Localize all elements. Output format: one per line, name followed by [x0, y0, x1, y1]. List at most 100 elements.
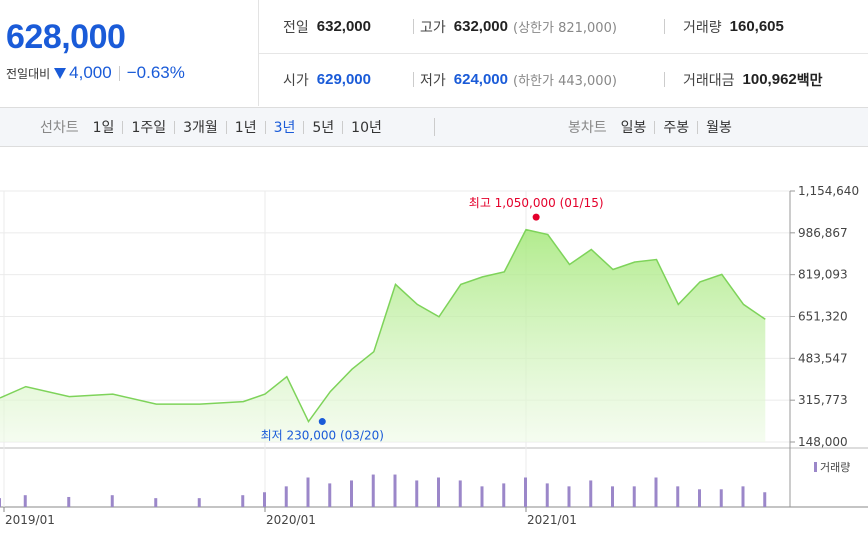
stat-open: 시가 629,000	[283, 53, 371, 106]
period-monthly[interactable]: 월봉	[706, 120, 732, 136]
candle-chart-label: 봉차트	[568, 120, 607, 136]
price-box: 628,000 전일대비 4,000 −0.63%	[0, 0, 259, 106]
stats-grid: 전일 632,000 고가 632,000 (상한가 821,000) 거래량 …	[259, 0, 868, 106]
volume-bar	[263, 492, 266, 507]
x-axis: 2019/01 2020/01 2021/01	[3, 507, 577, 527]
volume-bar	[110, 495, 114, 507]
change-label: 전일대비	[6, 66, 51, 81]
price-area	[0, 229, 766, 442]
divider	[342, 120, 344, 134]
divider	[122, 120, 124, 134]
y-tick-label: 651,320	[798, 310, 848, 324]
volume-bar	[154, 498, 158, 507]
divider	[413, 72, 414, 87]
change-row: 전일대비 4,000 −0.63%	[6, 63, 185, 83]
stat-unit: 백만	[796, 72, 823, 89]
change-value: 4,000	[69, 63, 112, 82]
change-percent: −0.63%	[126, 63, 185, 82]
volume-bar	[524, 477, 527, 507]
volume-bar	[698, 489, 701, 507]
stat-low: 저가 624,000 (하한가 443,000)	[420, 53, 617, 106]
candle-chart-periods: 봉차트 일봉 주봉 월봉	[568, 108, 732, 146]
volume-bar	[241, 495, 245, 507]
volume-bar	[458, 480, 462, 507]
volume-legend-label: 거래량	[820, 461, 850, 474]
y-tick-label: 819,093	[798, 268, 848, 282]
divider	[654, 120, 656, 134]
volume-bar	[589, 480, 593, 507]
period-10y[interactable]: 10년	[351, 120, 382, 136]
period-1y[interactable]: 1년	[234, 120, 257, 136]
period-5y[interactable]: 5년	[312, 120, 335, 136]
period-weekly[interactable]: 주봉	[663, 120, 690, 136]
y-tick-label: 483,547	[798, 351, 848, 365]
x-tick-label: 2020/01	[266, 513, 316, 527]
stat-value: 160,605	[729, 18, 784, 35]
y-axis: 1,154,640 986,867 819,093 651,320 483,547 315…	[789, 184, 859, 507]
y-tick-label: 315,773	[798, 393, 848, 407]
period-3m[interactable]: 3개월	[183, 120, 218, 136]
stat-prev: 전일 632,000	[283, 0, 371, 53]
stat-high: 고가 632,000 (상한가 821,000)	[420, 0, 617, 53]
stat-value: 100,962	[742, 71, 797, 88]
volume-bar	[741, 486, 745, 507]
x-tick-label: 2021/01	[527, 513, 577, 527]
price-chart: 1,154,640 986,867 819,093 651,320 483,547 315…	[0, 184, 868, 527]
divider	[303, 120, 305, 134]
stat-volume: 거래량 160,605	[683, 0, 784, 53]
stat-amount: 거래대금 100,962 백만	[683, 53, 823, 106]
volume-bar	[0, 498, 1, 507]
divider	[697, 120, 699, 134]
y-tick-label: 148,000	[798, 435, 848, 449]
volume-bar	[67, 496, 71, 507]
stat-value: 629,000	[316, 71, 371, 88]
stat-label: 거래량	[683, 19, 722, 36]
volume-bar	[23, 495, 27, 507]
volume-bar	[415, 480, 419, 507]
volume-bar	[371, 474, 375, 507]
stat-label: 시가	[283, 72, 309, 89]
volume-bar	[545, 483, 549, 507]
down-triangle-icon	[54, 67, 67, 79]
volume-bar	[328, 483, 332, 507]
volume-legend-swatch	[814, 462, 817, 472]
low-label: 최저 230,000 (03/20)	[261, 429, 384, 443]
stat-label: 거래대금	[683, 72, 735, 89]
upper-limit: (상한가 821,000)	[513, 21, 617, 36]
volume-bar	[632, 486, 636, 507]
volume-bar	[350, 480, 353, 507]
volume-bar	[567, 486, 571, 507]
divider	[118, 65, 120, 81]
period-1w[interactable]: 1주일	[131, 120, 167, 136]
y-tick-label: 1,154,640	[798, 184, 859, 198]
divider	[413, 19, 414, 34]
y-tick-label: 986,867	[798, 226, 848, 240]
volume-bar	[393, 474, 397, 507]
volume-bar	[306, 477, 310, 507]
divider	[264, 120, 266, 134]
volume-bar	[284, 486, 288, 507]
x-tick-label: 2019/01	[5, 513, 55, 527]
volume-bar	[654, 477, 658, 507]
volume-bar	[676, 486, 680, 507]
period-daily[interactable]: 일봉	[620, 120, 647, 136]
price-line	[0, 228, 766, 424]
divider	[664, 19, 665, 34]
volume-bar	[480, 486, 484, 507]
volume-bar	[611, 486, 614, 507]
volume-bar	[502, 483, 506, 507]
volume-bar	[197, 498, 201, 507]
row-divider	[259, 53, 868, 54]
stat-label: 전일	[283, 19, 309, 36]
toolbar-divider	[434, 118, 435, 136]
line-chart-periods: 선차트 1일 1주일 3개월 1년 3년 5년 10년	[40, 108, 382, 146]
stat-label: 저가	[420, 72, 446, 89]
high-marker	[532, 213, 540, 221]
period-3y[interactable]: 3년	[273, 120, 296, 136]
divider	[225, 120, 227, 134]
stat-value: 632,000	[316, 18, 371, 35]
period-1d[interactable]: 1일	[92, 120, 115, 136]
current-price: 628,000	[6, 18, 126, 56]
volume-bar	[719, 489, 723, 507]
stat-label: 고가	[420, 19, 446, 36]
